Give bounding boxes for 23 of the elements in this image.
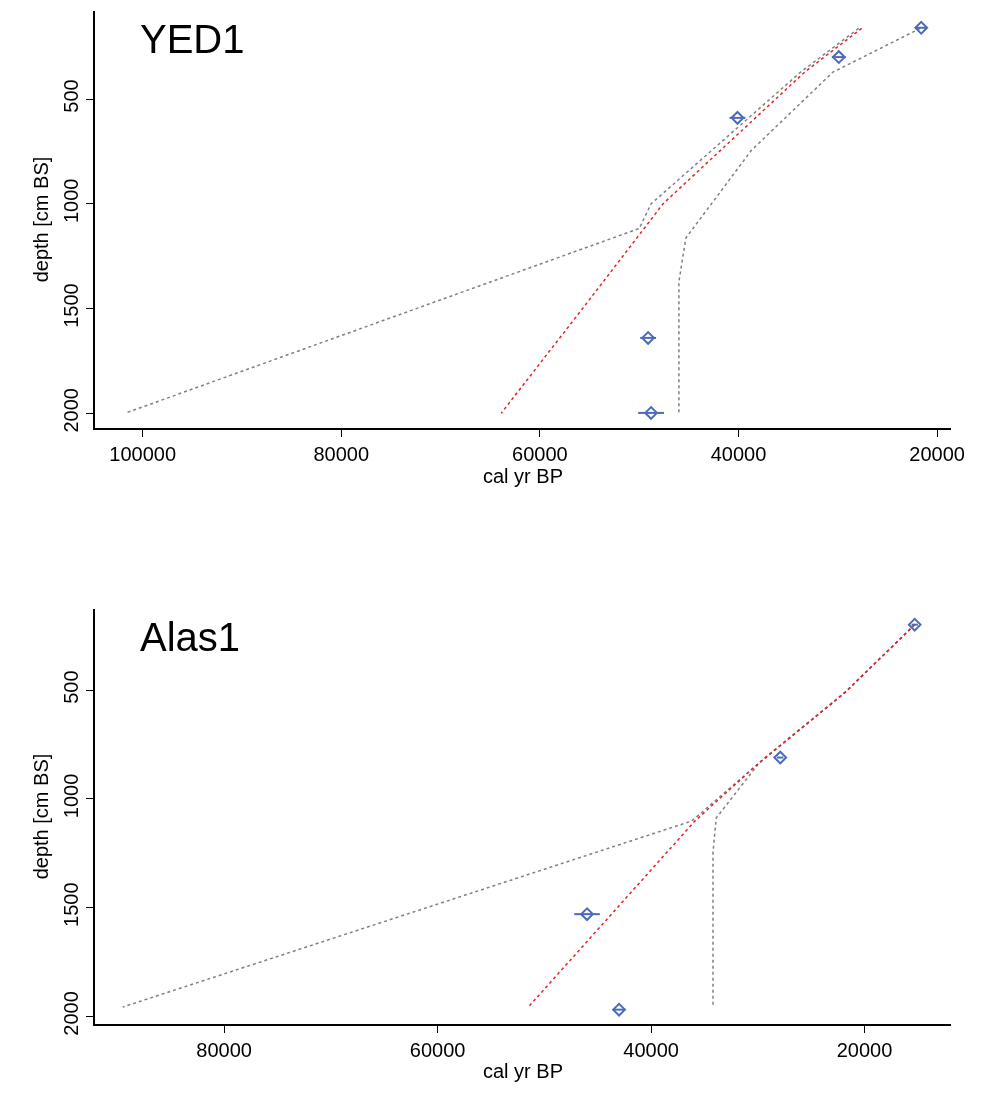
x-tick-label: 100000 xyxy=(109,442,177,465)
chart-title: YED1 xyxy=(140,17,245,61)
x-tick-label: 40000 xyxy=(710,442,767,465)
y-tick-label: 2000 xyxy=(60,991,83,1036)
x-tick-label: 20000 xyxy=(836,1038,893,1061)
x-tick-label: 40000 xyxy=(623,1038,679,1061)
x-tick-label: 60000 xyxy=(512,442,568,465)
y-axis-title: depth [cm BS] xyxy=(30,156,53,283)
y-tick-label: 1500 xyxy=(60,283,83,328)
y-tick-label: 500 xyxy=(60,79,83,113)
y-tick-label: 1000 xyxy=(60,178,83,224)
x-axis-title: cal yr BP xyxy=(482,464,564,487)
x-tick-label: 80000 xyxy=(196,1038,252,1061)
y-tick-label: 1000 xyxy=(60,773,83,819)
x-tick-label: 60000 xyxy=(409,1038,466,1061)
x-axis-title: cal yr BP xyxy=(482,1059,564,1082)
x-tick-label: 80000 xyxy=(313,442,370,465)
y-tick-label: 500 xyxy=(60,670,83,704)
x-tick-label: 20000 xyxy=(909,442,965,465)
y-axis-title: depth [cm BS] xyxy=(30,753,53,880)
chart-title: Alas1 xyxy=(140,615,241,659)
y-tick-label: 1500 xyxy=(60,882,83,927)
y-tick-label: 2000 xyxy=(60,388,83,433)
